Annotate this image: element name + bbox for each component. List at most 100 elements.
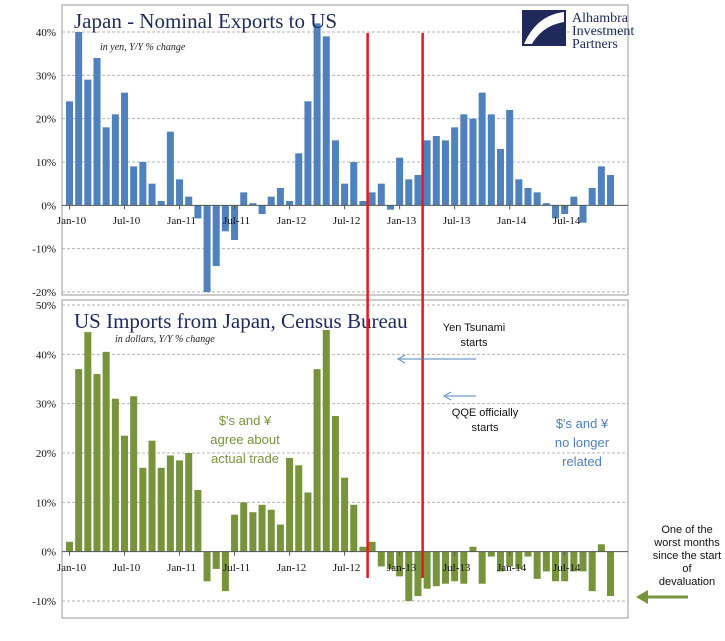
bar bbox=[231, 514, 239, 552]
bar bbox=[469, 118, 477, 206]
bar bbox=[496, 149, 504, 206]
bar bbox=[524, 188, 532, 206]
note-line-3: since the start bbox=[652, 550, 722, 562]
logo-line-1: Alhambra bbox=[572, 11, 629, 26]
bar bbox=[185, 453, 193, 552]
bar bbox=[386, 205, 394, 210]
bar bbox=[533, 551, 541, 579]
bar bbox=[377, 183, 385, 206]
bar bbox=[506, 551, 514, 567]
imports-title-backdrop bbox=[72, 306, 402, 330]
bar bbox=[139, 467, 147, 552]
x-tick-label: Jul-12 bbox=[333, 562, 361, 574]
exports-gridlines bbox=[62, 31, 628, 293]
x-tick-label: Jul-13 bbox=[443, 562, 471, 574]
exports-chart-frame bbox=[61, 4, 629, 296]
y-tick-label: 10% bbox=[36, 157, 56, 169]
exports-chart-title: Japan - Nominal Exports to US bbox=[74, 9, 337, 33]
bar bbox=[203, 205, 211, 292]
x-tick-label: Jan-12 bbox=[277, 215, 306, 227]
bar bbox=[93, 58, 101, 206]
bar bbox=[258, 504, 266, 552]
bar bbox=[579, 205, 587, 223]
bar bbox=[93, 374, 101, 552]
bar bbox=[111, 398, 119, 552]
bar bbox=[552, 205, 560, 219]
bar bbox=[441, 551, 449, 584]
bar bbox=[139, 162, 147, 206]
bar bbox=[203, 551, 211, 582]
y-tick-label: 0% bbox=[41, 200, 56, 212]
x-tick-label: Jan-14 bbox=[497, 215, 527, 227]
bar bbox=[331, 416, 339, 552]
bar bbox=[478, 92, 486, 206]
bar bbox=[176, 460, 184, 552]
bar bbox=[570, 196, 578, 206]
bar bbox=[194, 205, 202, 219]
bar bbox=[396, 551, 404, 577]
bar bbox=[570, 551, 578, 572]
bar bbox=[341, 477, 349, 552]
no-longer-annotation: $'s and ¥ no longer related bbox=[555, 416, 610, 469]
x-tick-label: Jan-12 bbox=[277, 562, 306, 574]
x-tick-label: Jul-13 bbox=[443, 215, 471, 227]
exports-bars bbox=[62, 23, 628, 292]
bar bbox=[258, 205, 266, 214]
bar bbox=[221, 205, 229, 232]
bar bbox=[185, 196, 193, 206]
yen-tsunami-arrow-icon bbox=[396, 354, 476, 364]
bar bbox=[515, 551, 523, 569]
exports-x-ticks: Jan-10 Jul-10 Jan-11 Jul-11 Jan-12 Jul-12 Jan-… bbox=[57, 205, 581, 227]
bar bbox=[405, 551, 413, 601]
bar bbox=[588, 551, 596, 592]
bar bbox=[66, 101, 73, 206]
imports-chart-title: US Imports from Japan, Census Bureau bbox=[74, 309, 408, 333]
bar bbox=[331, 140, 339, 206]
bar bbox=[313, 369, 321, 552]
bar bbox=[130, 396, 138, 552]
bar bbox=[304, 101, 312, 206]
bar bbox=[249, 203, 257, 206]
bar bbox=[414, 551, 422, 597]
bar bbox=[240, 502, 248, 552]
bar bbox=[166, 455, 174, 552]
agree-text-2: agree about bbox=[210, 432, 280, 447]
logo-line-2: Investment bbox=[572, 24, 634, 39]
bar bbox=[533, 192, 541, 206]
bar bbox=[111, 114, 119, 206]
bar bbox=[579, 551, 587, 572]
bar bbox=[487, 114, 495, 206]
x-tick-label: Jul-10 bbox=[113, 562, 141, 574]
bar bbox=[405, 179, 413, 206]
x-tick-label: Jan-13 bbox=[387, 215, 417, 227]
bar bbox=[286, 201, 294, 206]
bar bbox=[176, 179, 184, 206]
exports-y-ticks: -20% -10% 0% 10% 20% 30% 40% bbox=[32, 27, 56, 299]
bar bbox=[66, 541, 73, 552]
imports-chart-subtitle: in dollars, Y/Y % change bbox=[115, 334, 215, 345]
bar bbox=[496, 551, 504, 572]
bar bbox=[432, 136, 440, 206]
logo-swoosh-icon bbox=[524, 12, 564, 44]
x-tick-label: Jul-14 bbox=[553, 215, 581, 227]
bar bbox=[414, 175, 422, 206]
bar bbox=[597, 166, 605, 206]
bar bbox=[524, 551, 532, 557]
bar bbox=[368, 541, 376, 552]
bar bbox=[597, 544, 605, 552]
bar bbox=[130, 166, 138, 206]
bar bbox=[359, 201, 367, 206]
bar bbox=[249, 512, 257, 552]
bar bbox=[487, 551, 495, 557]
no-longer-text-1: $'s and ¥ bbox=[556, 416, 609, 431]
bar bbox=[313, 23, 321, 206]
bar bbox=[607, 551, 615, 597]
bar bbox=[295, 465, 303, 552]
x-tick-label: Jul-14 bbox=[553, 562, 581, 574]
y-tick-label: -20% bbox=[32, 287, 56, 299]
bar bbox=[212, 205, 220, 266]
bar bbox=[121, 92, 129, 206]
y-tick-label: -10% bbox=[32, 244, 56, 256]
bar bbox=[542, 551, 550, 572]
